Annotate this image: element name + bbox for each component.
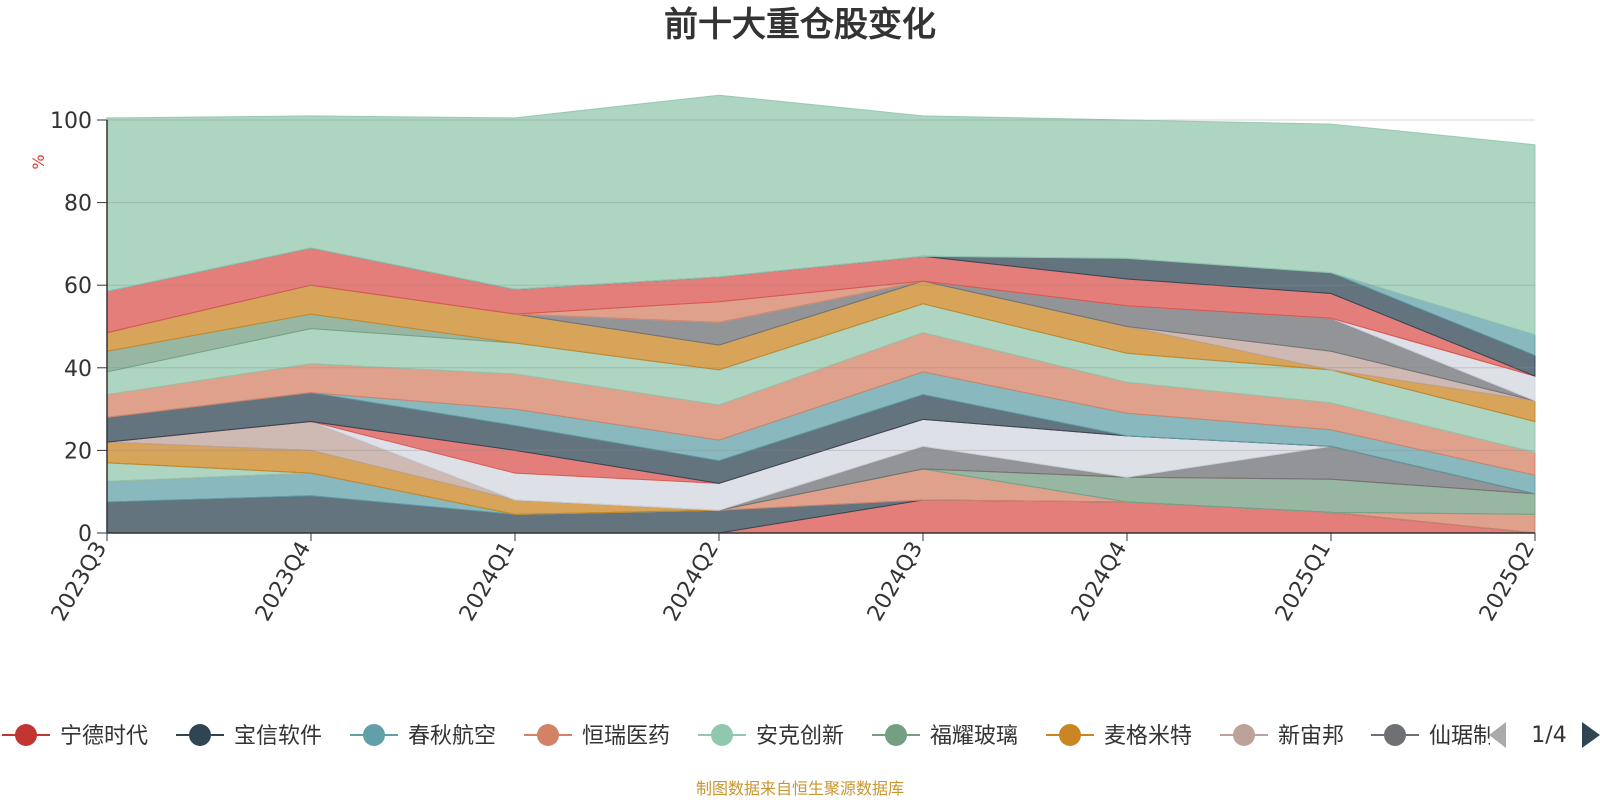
legend-item-label: 安克创新 [756,724,844,749]
legend[interactable]: 宁德时代 宝信软件 春秋航空 恒瑞医药 安克创新 福耀玻璃 麦格米特 新宙邦 仙琚制药 [2,724,1517,749]
x-tick-label-7: 2025Q2 [1475,538,1540,626]
legend-item-6[interactable]: 麦格米特 [1046,724,1192,749]
legend-item-4[interactable]: 安克创新 [698,724,844,749]
chart-title: 前十大重仓股变化 [664,5,936,45]
legend-marker-icon [1233,724,1255,746]
legend-next-page-icon[interactable] [1582,722,1600,748]
y-tick-label-2: 40 [64,357,92,382]
legend-item-1[interactable]: 宝信软件 [176,724,322,749]
y-tick-label-3: 60 [64,274,92,299]
x-tick-label-1: 2023Q4 [251,538,316,626]
legend-prev-page-icon[interactable] [1489,722,1506,748]
area-series-24 [106,94,1536,336]
legend-marker-icon [189,724,211,746]
grid-lines [107,119,1535,451]
y-axis-unit-label: % [29,154,48,169]
legend-pager[interactable]: 1/4 [1489,722,1600,748]
legend-item-label: 麦格米特 [1104,724,1192,749]
data-source-footer: 制图数据来自恒生聚源数据库 [696,779,904,798]
legend-item-label: 仙琚制药 [1429,724,1517,749]
plot-area [106,94,1536,534]
legend-marker-icon [15,724,37,746]
legend-item-label: 新宙邦 [1278,724,1344,749]
legend-item-0[interactable]: 宁德时代 [2,724,148,749]
legend-item-label: 恒瑞医药 [582,724,670,749]
legend-item-7[interactable]: 新宙邦 [1220,724,1344,749]
x-tick-label-5: 2024Q4 [1067,538,1132,626]
x-tick-label-6: 2025Q1 [1271,538,1336,626]
legend-item-label: 宝信软件 [234,724,322,749]
legend-page-indicator: 1/4 [1531,723,1566,748]
legend-item-5[interactable]: 福耀玻璃 [872,724,1018,749]
legend-item-2[interactable]: 春秋航空 [350,724,496,749]
legend-item-label: 宁德时代 [60,724,148,749]
y-tick-label-1: 20 [64,439,92,464]
legend-marker-icon [537,724,559,746]
legend-marker-icon [1384,724,1406,746]
x-tick-label-4: 2024Q3 [863,538,928,626]
legend-marker-icon [885,724,907,746]
y-tick-label-4: 80 [64,192,92,217]
x-tick-label-3: 2024Q2 [659,538,724,626]
legend-marker-icon [711,724,733,746]
legend-item-label: 春秋航空 [408,724,496,749]
y-tick-label-0: 0 [78,522,92,547]
y-tick-label-5: 100 [50,109,92,134]
legend-item-label: 福耀玻璃 [930,724,1018,749]
legend-item-8[interactable]: 仙琚制药 [1371,724,1517,749]
legend-marker-icon [363,724,385,746]
x-tick-label-0: 2023Q3 [47,538,112,626]
legend-item-3[interactable]: 恒瑞医药 [524,724,670,749]
x-tick-label-2: 2024Q1 [455,538,520,626]
legend-marker-icon [1059,724,1081,746]
